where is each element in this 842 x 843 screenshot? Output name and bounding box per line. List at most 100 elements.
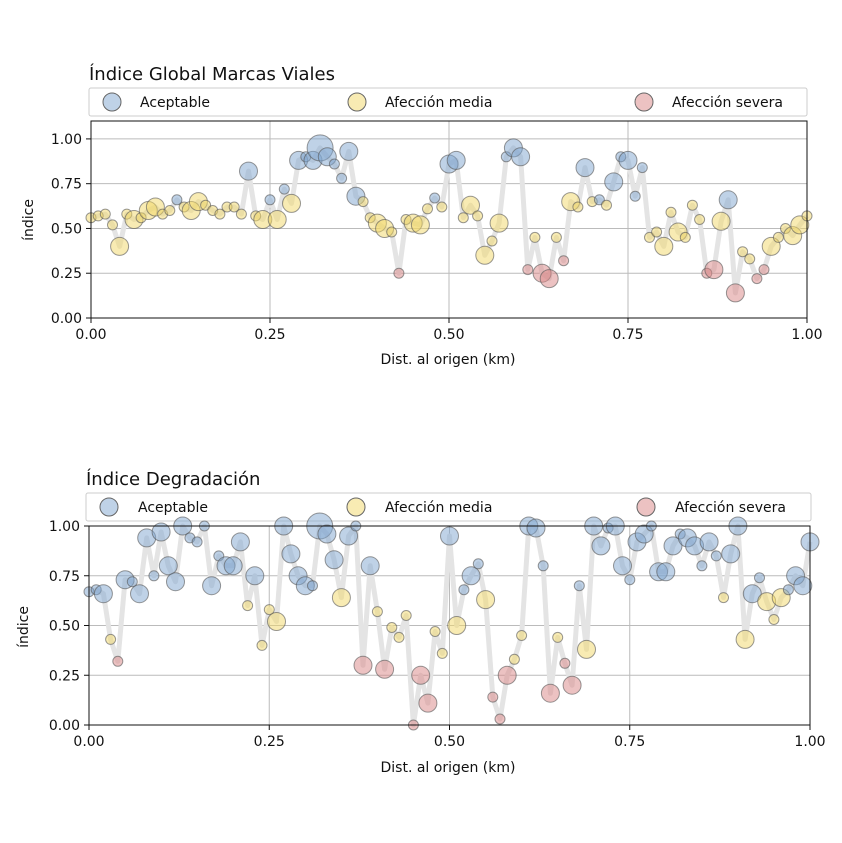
point-aceptable [166, 572, 185, 592]
point-aceptable [230, 532, 250, 552]
x-axis-label: Dist. al origen (km) [381, 352, 516, 368]
point-aceptable [663, 536, 683, 556]
legend-marker-afeccion-media [346, 497, 366, 517]
y-axis: 0.00 0.25 0.50 0.75 1.00 [49, 519, 89, 734]
point-afeccion-media [242, 600, 254, 612]
point-afeccion-severa [540, 683, 560, 703]
point-afeccion-media [601, 199, 612, 211]
point-afeccion-media [737, 246, 749, 258]
point-aceptable [618, 150, 638, 170]
point-afeccion-media [744, 253, 756, 265]
point-afeccion-severa [393, 267, 405, 279]
legend-marker-afeccion-severa [636, 497, 656, 517]
point-afeccion-severa [411, 665, 431, 685]
point-afeccion-media [476, 590, 496, 610]
point-afeccion-media [552, 631, 564, 643]
y-tick-label: 0.50 [49, 619, 80, 635]
y-axis-label: índice [16, 606, 32, 648]
point-aceptable [461, 566, 481, 586]
point-afeccion-media [475, 245, 495, 265]
point-aceptable [624, 574, 636, 586]
legend-box [85, 492, 812, 522]
point-afeccion-media [735, 629, 755, 649]
point-aceptable [754, 572, 765, 584]
point-afeccion-media [665, 206, 677, 218]
legend-label-aceptable: Aceptable [138, 500, 208, 516]
y-tick-label: 0.25 [51, 266, 82, 282]
legend-box [88, 87, 808, 117]
point-afeccion-media [263, 604, 275, 616]
point-afeccion-media [654, 236, 674, 256]
legend-label-aceptable: Aceptable [140, 95, 210, 111]
legend-marker-afeccion-severa [634, 92, 654, 112]
point-aceptable [130, 584, 149, 604]
point-afeccion-media [214, 208, 226, 220]
point-afeccion-media [447, 616, 467, 635]
x-axis-label: Dist. al origen (km) [381, 760, 516, 776]
point-aceptable [339, 526, 359, 546]
y-tick-label: 0.00 [49, 718, 80, 734]
point-aceptable [591, 536, 611, 556]
legend: Aceptable Afección media Afección severa [85, 492, 812, 522]
point-aceptable [328, 158, 340, 170]
point-afeccion-media [772, 231, 784, 243]
point-afeccion-media [651, 226, 663, 238]
point-afeccion-media [718, 592, 729, 604]
legend: Aceptable Afección media Afección severa [88, 87, 808, 117]
point-aceptable [537, 560, 549, 572]
point-afeccion-severa [497, 665, 517, 685]
point-afeccion-severa [112, 655, 124, 667]
point-afeccion-media [436, 647, 448, 659]
point-aceptable [440, 526, 459, 546]
y-axis: 0.00 0.25 0.50 0.75 1.00 [51, 132, 91, 327]
y-tick-label: 0.75 [51, 177, 82, 193]
point-afeccion-media [371, 606, 383, 618]
point-afeccion-media [386, 226, 398, 238]
x-tick-label: 0.25 [254, 734, 285, 750]
point-aceptable [151, 522, 171, 542]
point-afeccion-severa [487, 691, 499, 703]
point-afeccion-media [422, 203, 433, 215]
point-aceptable [336, 172, 348, 184]
point-afeccion-media [457, 212, 469, 224]
point-aceptable [782, 584, 794, 596]
point-afeccion-media [256, 639, 268, 651]
point-aceptable [575, 158, 595, 178]
point-afeccion-media [489, 213, 509, 233]
point-afeccion-media [357, 196, 369, 208]
legend-label-afeccion-media: Afección media [385, 500, 492, 516]
point-aceptable [446, 150, 466, 170]
legend-marker-aceptable [99, 497, 119, 517]
point-afeccion-media [679, 231, 691, 243]
legend-marker-afeccion-media [347, 92, 367, 112]
legend-marker-aceptable [102, 92, 122, 112]
point-aceptable [171, 194, 183, 206]
point-afeccion-media [577, 639, 596, 659]
point-afeccion-severa [562, 675, 582, 695]
data-points [83, 512, 820, 731]
y-tick-label: 0.25 [49, 668, 80, 684]
point-aceptable [239, 161, 258, 181]
point-afeccion-media [267, 612, 286, 631]
point-afeccion-media [694, 214, 706, 225]
point-aceptable [793, 576, 813, 596]
point-afeccion-severa [375, 659, 395, 679]
point-aceptable [573, 580, 585, 592]
point-afeccion-media [508, 653, 520, 665]
chart-global-marcas-viales: Índice Global Marcas Viales Aceptable Af… [21, 63, 823, 368]
chart-degradacion: Índice Degradación Aceptable Afección me… [16, 468, 826, 776]
point-afeccion-severa [704, 260, 724, 280]
point-aceptable [202, 576, 222, 596]
point-afeccion-severa [539, 269, 559, 289]
point-afeccion-severa [559, 657, 571, 669]
point-aceptable [126, 576, 138, 588]
legend-label-afeccion-severa: Afección severa [675, 500, 786, 516]
point-afeccion-media [461, 195, 480, 215]
point-afeccion-media [386, 622, 398, 633]
point-afeccion-media [228, 201, 240, 213]
x-tick-label: 0.25 [254, 327, 285, 343]
point-aceptable [458, 584, 470, 596]
legend-label-afeccion-severa: Afección severa [672, 95, 783, 111]
point-aceptable [148, 570, 160, 582]
